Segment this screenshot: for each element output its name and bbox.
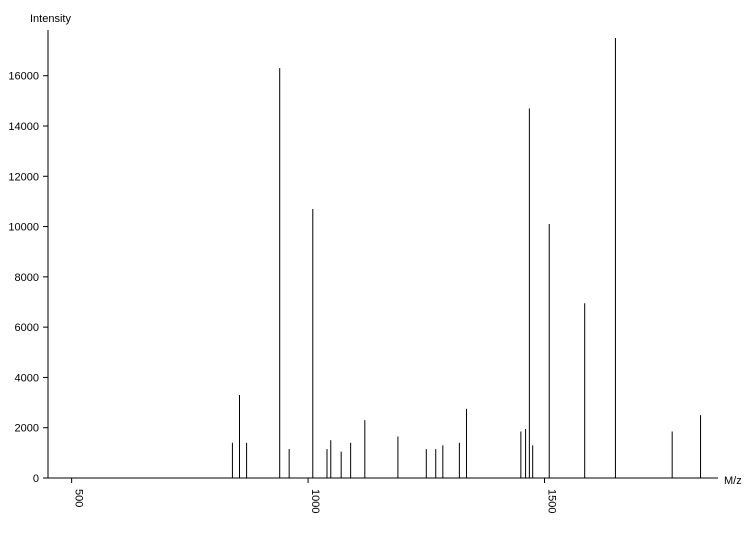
y-tick-label: 16000 xyxy=(8,71,39,83)
spectrum-chart: 0 2000 4000 6000 8000 10000 12000 14000 16000 500… xyxy=(0,0,750,540)
y-tick-label: 4000 xyxy=(15,372,39,384)
x-axis-label: M/z xyxy=(724,475,742,487)
y-tick-label: 2000 xyxy=(15,423,39,435)
y-tick-label: 14000 xyxy=(8,121,39,133)
y-tick-label: 8000 xyxy=(15,272,39,284)
x-tick-label: 500 xyxy=(73,489,85,507)
chart-container: 0 2000 4000 6000 8000 10000 12000 14000 16000 500… xyxy=(0,0,750,540)
y-tick-label: 10000 xyxy=(8,222,39,234)
y-axis-label: Intensity xyxy=(30,13,71,25)
y-tick-label: 12000 xyxy=(8,171,39,183)
y-tick-label: 0 xyxy=(33,473,39,485)
x-tick-label: 1500 xyxy=(546,489,558,513)
y-tick-label: 6000 xyxy=(15,322,39,334)
x-tick-label: 1000 xyxy=(309,489,321,513)
